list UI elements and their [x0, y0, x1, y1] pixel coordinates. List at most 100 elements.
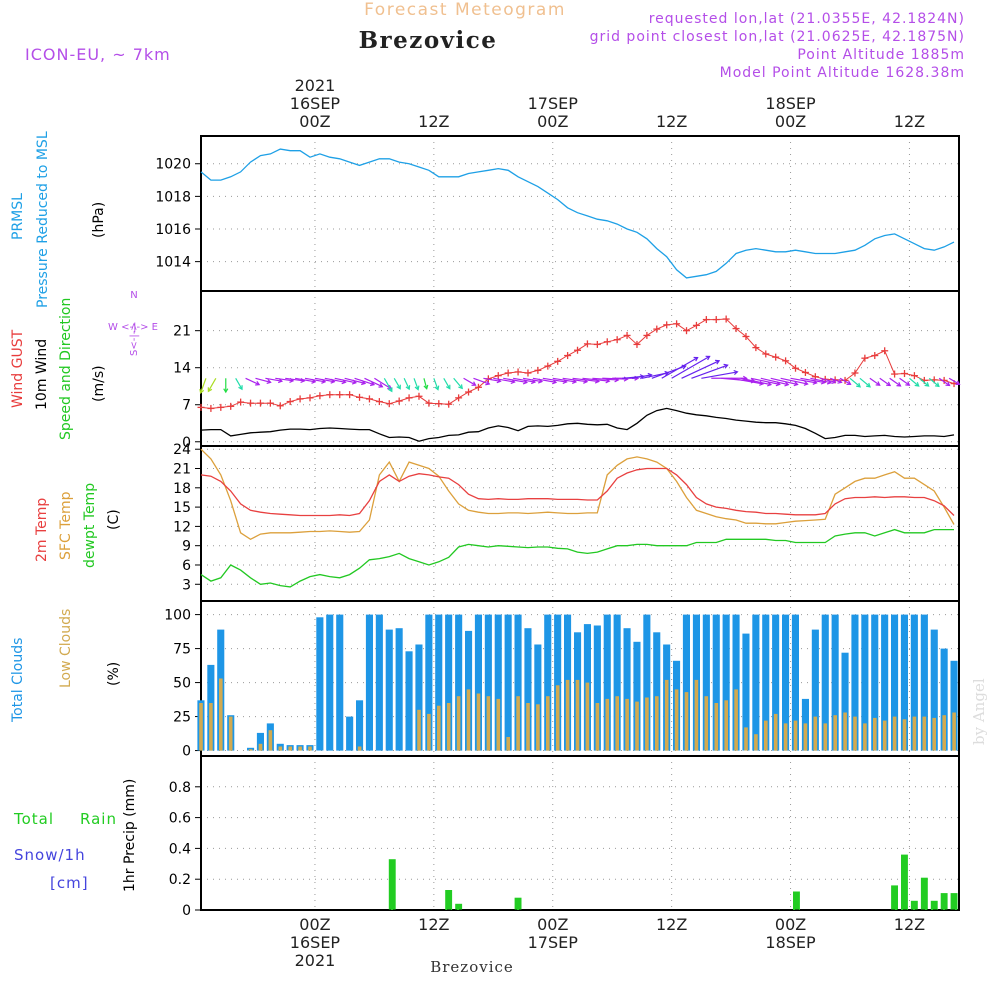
low-cloud-bar	[298, 746, 302, 751]
rain-bar	[930, 900, 938, 910]
wind-arrow	[463, 377, 477, 386]
wind-arrow-shaft	[235, 377, 243, 390]
low-cloud-bar	[456, 696, 461, 751]
y-tick-label: 6	[182, 558, 191, 574]
gust-marker	[197, 403, 205, 411]
total-cloud-bar	[633, 641, 641, 751]
wind-arrow-head	[223, 388, 229, 394]
bottom-time-tick-label: 12Z	[894, 915, 925, 934]
low-cloud-bar	[496, 698, 501, 751]
temp-sfc-label: SFC Temp	[58, 491, 74, 560]
total-cloud-bar	[861, 614, 869, 751]
total-cloud-bar	[881, 614, 889, 751]
low-cloud-bar	[199, 703, 203, 751]
wind-compass: N W <-|-> E S<-|->	[108, 290, 158, 356]
y-tick-label: 9	[182, 539, 191, 555]
total-cloud-bar	[365, 614, 373, 751]
total-cloud-bar	[722, 614, 730, 751]
low-cloud-bar	[773, 713, 778, 751]
temp-unit: (C)	[106, 509, 122, 530]
gust-marker	[524, 369, 532, 377]
gust-marker	[712, 316, 720, 324]
total-cloud-bar	[940, 648, 948, 751]
low-cloud-bar	[575, 679, 580, 751]
y-tick-label: 50	[173, 676, 191, 692]
wind-arrow-head	[199, 388, 205, 395]
total-cloud-bar	[524, 628, 532, 751]
total-cloud-bar	[702, 614, 710, 751]
y-tick-label: 1014	[155, 255, 191, 271]
footer-station: Brezovice	[430, 958, 514, 976]
wind-arrow-shaft	[552, 377, 576, 383]
gust-marker	[415, 392, 423, 400]
gust-marker	[296, 395, 304, 403]
y-tick-label: 15	[173, 500, 191, 516]
wind-arrow-head	[742, 375, 748, 381]
total-cloud-bar	[445, 614, 453, 751]
low-cloud-bar	[813, 716, 818, 751]
low-cloud-bar	[764, 720, 768, 751]
wind-arrow-head	[955, 380, 961, 385]
wind-arrow-head	[945, 381, 951, 387]
low-cloud-bar	[446, 703, 451, 751]
low-cloud-bar	[635, 701, 639, 751]
wind-arrow-head	[886, 381, 892, 387]
gust-marker	[544, 362, 552, 370]
wind-arrow-head	[423, 384, 429, 390]
wind-arrow-shaft	[463, 377, 476, 386]
total-cloud-bar	[346, 716, 354, 751]
wind-arrow	[760, 377, 790, 387]
total-cloud-bar	[385, 629, 393, 751]
wind-arrow-head	[924, 382, 930, 387]
gust-marker	[564, 352, 572, 360]
low-cloud-bar	[268, 730, 273, 751]
wind-arrow-head	[865, 382, 871, 388]
low-cloud-bar	[248, 749, 253, 751]
gust-marker	[375, 398, 383, 406]
wind-arrow-shaft	[800, 377, 825, 384]
gust-marker	[692, 321, 700, 329]
top-time-tick-label: 00Z	[775, 112, 806, 131]
gust-marker	[356, 393, 364, 401]
pressure-label-prmsl: PRMSL	[10, 193, 26, 240]
wind-arrow-shaft	[701, 371, 738, 379]
low-cloud-bar	[605, 698, 610, 751]
low-cloud-bar	[724, 700, 728, 751]
bottom-date-label: 18SEP	[765, 933, 816, 952]
low-cloud-bar	[555, 685, 560, 751]
wind-arrow	[770, 377, 799, 387]
wind-arrow-shaft	[820, 377, 836, 383]
total-cloud-bar	[504, 614, 512, 751]
low-cloud-bar	[437, 705, 441, 751]
wind-arrow-shaft	[928, 377, 940, 387]
total-cloud-bar	[742, 633, 750, 751]
rain-bar	[940, 893, 948, 910]
wind-arrow-shaft	[691, 364, 728, 379]
total-cloud-bar	[643, 614, 651, 751]
wind-arrow-shaft	[532, 377, 557, 383]
gust-marker	[623, 331, 631, 339]
wind-arrow-shaft	[453, 377, 463, 389]
precip-unit: 1hr Precip (mm)	[122, 779, 138, 892]
y-tick-label: 18	[173, 481, 191, 497]
bottom-time-tick-label: 00Z	[537, 915, 568, 934]
wind-arrow-head	[378, 382, 384, 388]
total-cloud-bar	[435, 614, 443, 751]
wind-arrow	[829, 377, 843, 384]
wind-arrow-shaft	[849, 377, 861, 388]
bottom-time-tick-label: 00Z	[299, 915, 330, 934]
gust-marker	[276, 402, 284, 410]
wind-arrow	[443, 377, 451, 390]
total-cloud-bar	[762, 614, 770, 751]
gust-marker	[207, 404, 215, 412]
gust-marker	[494, 372, 502, 380]
wind-arrow-shaft	[324, 377, 346, 383]
wind-arrow	[661, 356, 699, 379]
low-cloud-bar	[506, 737, 510, 751]
total-cloud-bar	[336, 614, 344, 751]
low-cloud-bar	[546, 696, 550, 751]
bottom-time-tick-label: 00Z	[775, 915, 806, 934]
gust-marker	[910, 372, 918, 380]
gust-marker	[792, 364, 800, 372]
